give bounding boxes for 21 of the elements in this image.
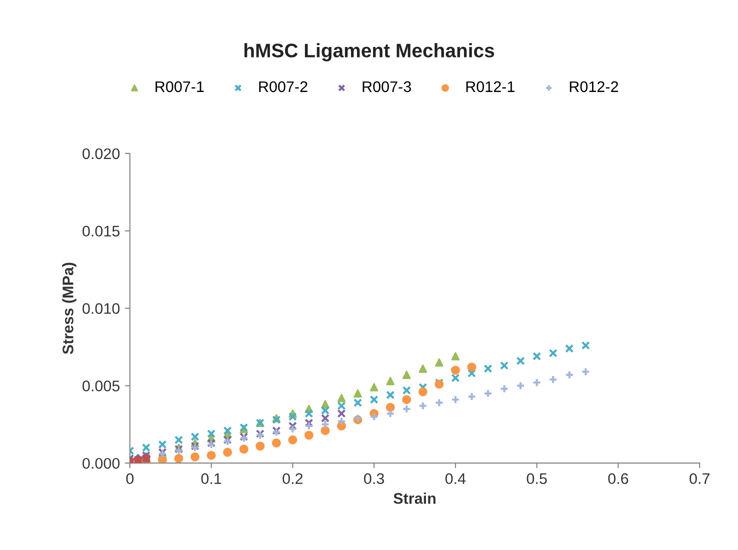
- x-tick-label: 0.3: [364, 473, 384, 484]
- y-tick-label: 0.000: [82, 458, 120, 469]
- x-tick-label: 0.5: [526, 473, 547, 484]
- y-axis-title: Stress (MPa): [62, 262, 76, 354]
- y-tick-label: 0.020: [82, 148, 120, 160]
- x-tick-label: 0.2: [282, 473, 303, 484]
- legend-label: R012-2: [570, 81, 618, 92]
- x-tick-label: 0.4: [445, 473, 466, 484]
- y-tick-label: 0.015: [82, 226, 120, 237]
- legend-label: R007-1: [156, 81, 204, 92]
- x-tick-label: 0.7: [690, 473, 710, 484]
- y-tick-label: 0.010: [82, 303, 120, 314]
- chart-title: hMSC Ligament Mechanics: [244, 43, 494, 62]
- x-tick-label: 0.6: [608, 473, 628, 484]
- x-tick-label: 0: [126, 473, 134, 484]
- legend-label: R007-3: [362, 81, 411, 92]
- x-tick-label: 0.1: [201, 473, 222, 484]
- x-axis-title: Strain: [394, 492, 436, 504]
- legend-label: R012-1: [466, 81, 514, 92]
- y-tick-label: 0.005: [82, 380, 120, 392]
- legend-label: R007-2: [259, 81, 308, 92]
